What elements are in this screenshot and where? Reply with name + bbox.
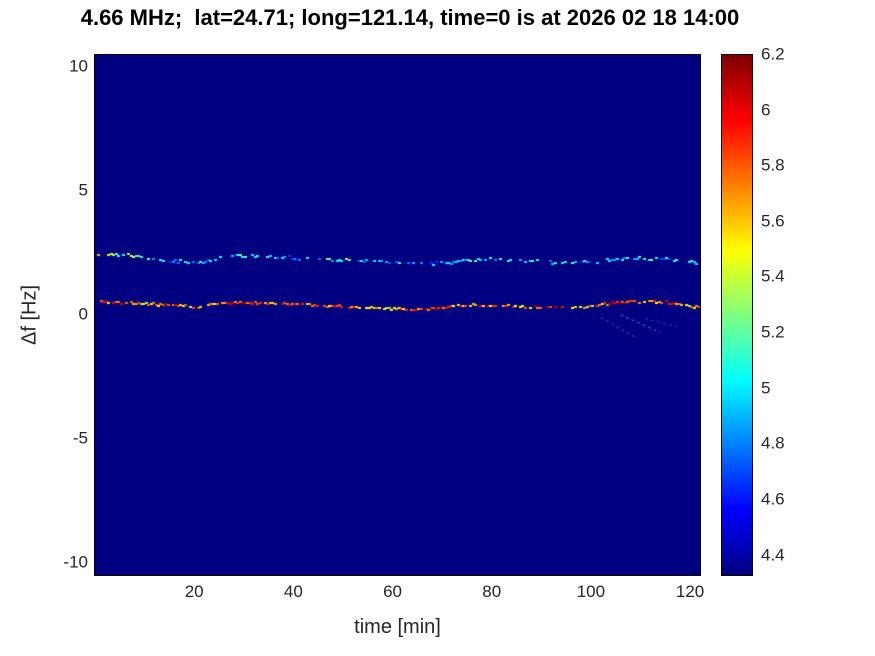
x-tick-label: 20 [184, 582, 204, 601]
colorbar-tick-label: 4.8 [761, 433, 785, 453]
colorbar-tick-label: 6 [761, 100, 771, 120]
y-axis-label: Δf [Hz] [18, 284, 41, 346]
colorbar-tick-label: 5.2 [761, 322, 785, 342]
x-tick-label: 60 [383, 582, 402, 601]
x-tick-label: 120 [675, 582, 705, 601]
x-tick-label: 80 [482, 582, 502, 601]
y-tick-label: -5 [72, 428, 88, 448]
x-tick-label: 100 [576, 582, 606, 601]
colorbar-tick-label: 5.4 [761, 267, 785, 287]
chart-title: 4.66 MHz; lat=24.71; long=121.14, time=0… [80, 5, 740, 30]
colorbar-tick-label: 4.6 [761, 489, 785, 509]
colorbar-tick-label: 4.4 [761, 545, 785, 565]
x-axis-label: time [min] [354, 616, 441, 638]
x-tick-label: 40 [283, 582, 303, 601]
y-tick-label: -10 [63, 552, 88, 572]
colorbar-tick-label: 6.2 [761, 44, 785, 64]
colorbar-tick-label: 5.6 [761, 211, 785, 231]
y-tick-label: 5 [78, 180, 88, 200]
colorbar [721, 54, 753, 576]
heatmap-plot [94, 54, 701, 576]
colorbar-tick-label: 5 [761, 378, 771, 398]
colorbar-tick-label: 5.8 [761, 155, 785, 175]
y-tick-label: 10 [69, 57, 88, 77]
